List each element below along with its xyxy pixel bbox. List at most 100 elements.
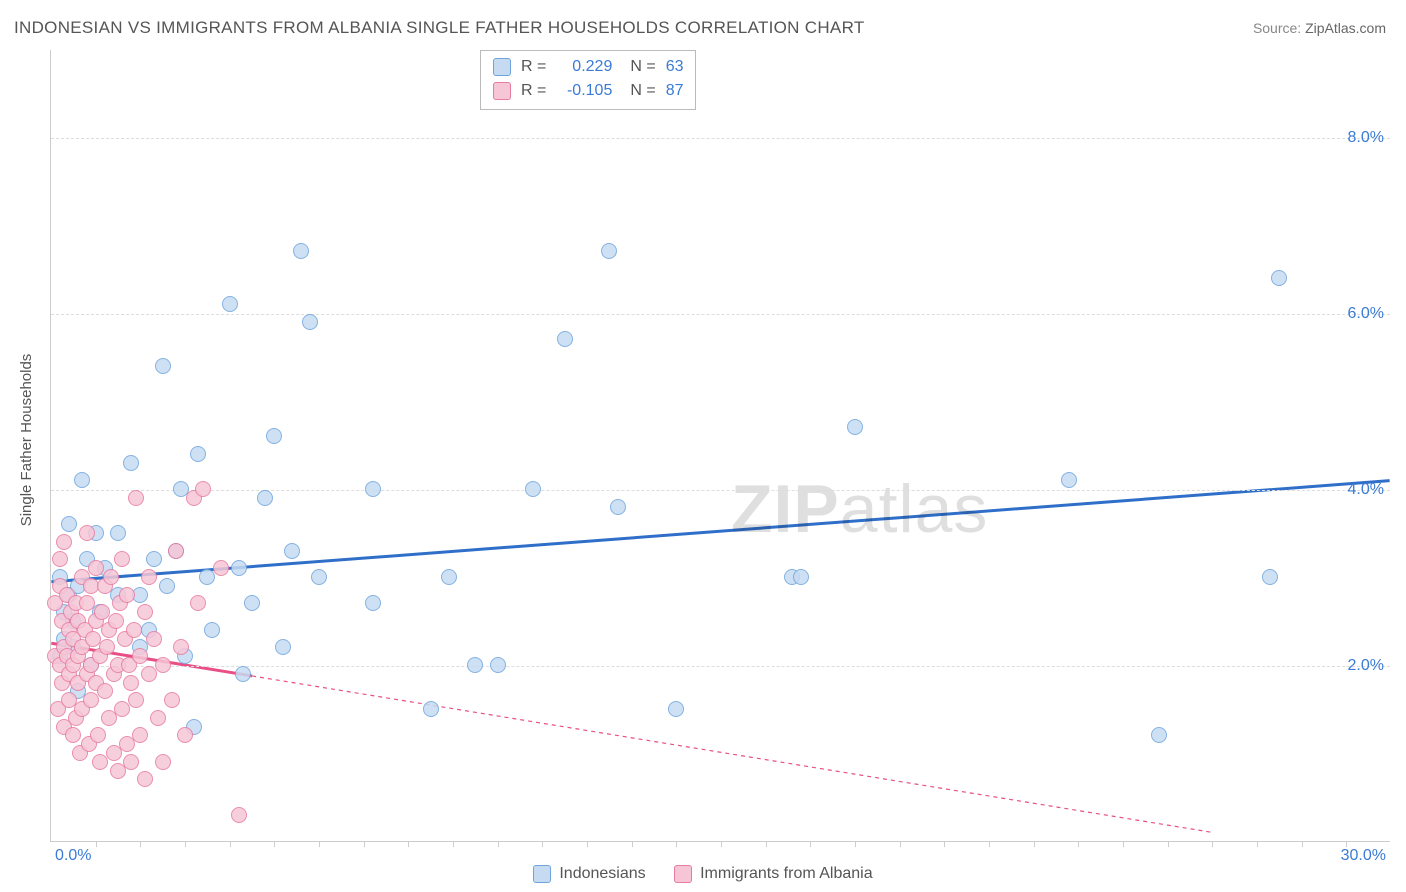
correlation-legend: R = 0.229 N = 63 R = -0.105 N = 87 <box>480 50 696 110</box>
y-tick-label: 2.0% <box>1348 657 1384 675</box>
swatch-series2 <box>674 865 692 883</box>
scatter-point <box>155 657 171 673</box>
scatter-point <box>441 569 457 585</box>
x-max-label: 30.0% <box>1341 847 1386 865</box>
x-tick <box>587 841 588 847</box>
scatter-point <box>204 622 220 638</box>
y-tick-label: 4.0% <box>1348 481 1384 499</box>
x-tick <box>364 841 365 847</box>
scatter-point <box>177 727 193 743</box>
scatter-point <box>79 595 95 611</box>
x-tick <box>1212 841 1213 847</box>
scatter-point <box>365 595 381 611</box>
scatter-point <box>108 613 124 629</box>
x-tick <box>408 841 409 847</box>
trend-lines-layer <box>51 50 1390 841</box>
source-value: ZipAtlas.com <box>1305 20 1386 36</box>
scatter-point <box>56 534 72 550</box>
x-tick <box>185 841 186 847</box>
chart-title: INDONESIAN VS IMMIGRANTS FROM ALBANIA SI… <box>14 18 865 38</box>
scatter-point <box>195 481 211 497</box>
scatter-point <box>1061 472 1077 488</box>
scatter-point <box>610 499 626 515</box>
x-tick <box>1257 841 1258 847</box>
x-tick <box>1078 841 1079 847</box>
scatter-point <box>128 692 144 708</box>
scatter-point <box>155 358 171 374</box>
swatch-series1 <box>533 865 551 883</box>
scatter-point <box>132 648 148 664</box>
x-tick <box>810 841 811 847</box>
legend-item-series1: Indonesians <box>533 865 645 883</box>
scatter-point <box>525 481 541 497</box>
scatter-plot-area: ZIPatlas 2.0%4.0%6.0%8.0%0.0%30.0% <box>50 50 1390 842</box>
scatter-point <box>284 543 300 559</box>
scatter-point <box>173 639 189 655</box>
x-tick <box>721 841 722 847</box>
swatch-series1 <box>493 58 511 76</box>
r-label: R = <box>521 55 546 79</box>
x-tick <box>274 841 275 847</box>
r-value-series1: 0.229 <box>556 55 612 79</box>
scatter-point <box>88 560 104 576</box>
watermark: ZIPatlas <box>731 470 988 548</box>
scatter-point <box>52 551 68 567</box>
series1-label: Indonesians <box>559 865 645 883</box>
scatter-point <box>146 631 162 647</box>
scatter-point <box>97 683 113 699</box>
y-tick-label: 6.0% <box>1348 305 1384 323</box>
watermark-atlas: atlas <box>840 471 989 547</box>
scatter-point <box>365 481 381 497</box>
x-tick <box>944 841 945 847</box>
scatter-point <box>159 578 175 594</box>
scatter-point <box>668 701 684 717</box>
scatter-point <box>114 551 130 567</box>
x-tick <box>900 841 901 847</box>
x-tick <box>140 841 141 847</box>
scatter-point <box>311 569 327 585</box>
r-value-series2: -0.105 <box>556 79 612 103</box>
scatter-point <box>146 551 162 567</box>
x-tick <box>319 841 320 847</box>
source-label: Source: <box>1253 20 1301 36</box>
scatter-point <box>293 243 309 259</box>
x-tick <box>1123 841 1124 847</box>
series-legend: Indonesians Immigrants from Albania <box>0 865 1406 888</box>
x-tick <box>498 841 499 847</box>
x-tick <box>1034 841 1035 847</box>
watermark-zip: ZIP <box>731 471 840 547</box>
scatter-point <box>168 543 184 559</box>
grid-line <box>51 490 1390 491</box>
scatter-point <box>275 639 291 655</box>
y-axis-title: Single Father Households <box>18 354 35 527</box>
scatter-point <box>423 701 439 717</box>
x-min-label: 0.0% <box>55 847 91 865</box>
n-label: N = <box>630 79 655 103</box>
scatter-point <box>110 525 126 541</box>
scatter-point <box>74 472 90 488</box>
x-tick <box>632 841 633 847</box>
grid-line <box>51 314 1390 315</box>
r-label: R = <box>521 79 546 103</box>
x-tick <box>1168 841 1169 847</box>
scatter-point <box>123 675 139 691</box>
scatter-point <box>244 595 260 611</box>
scatter-point <box>1271 270 1287 286</box>
grid-line <box>51 138 1390 139</box>
scatter-point <box>213 560 229 576</box>
scatter-point <box>257 490 273 506</box>
scatter-point <box>190 446 206 462</box>
scatter-point <box>164 692 180 708</box>
x-tick <box>96 841 97 847</box>
x-tick <box>542 841 543 847</box>
legend-row-series1: R = 0.229 N = 63 <box>493 55 683 79</box>
x-tick <box>855 841 856 847</box>
scatter-point <box>79 525 95 541</box>
x-tick <box>1302 841 1303 847</box>
n-label: N = <box>630 55 655 79</box>
scatter-point <box>99 639 115 655</box>
scatter-point <box>601 243 617 259</box>
swatch-series2 <box>493 82 511 100</box>
scatter-point <box>1262 569 1278 585</box>
x-tick <box>766 841 767 847</box>
